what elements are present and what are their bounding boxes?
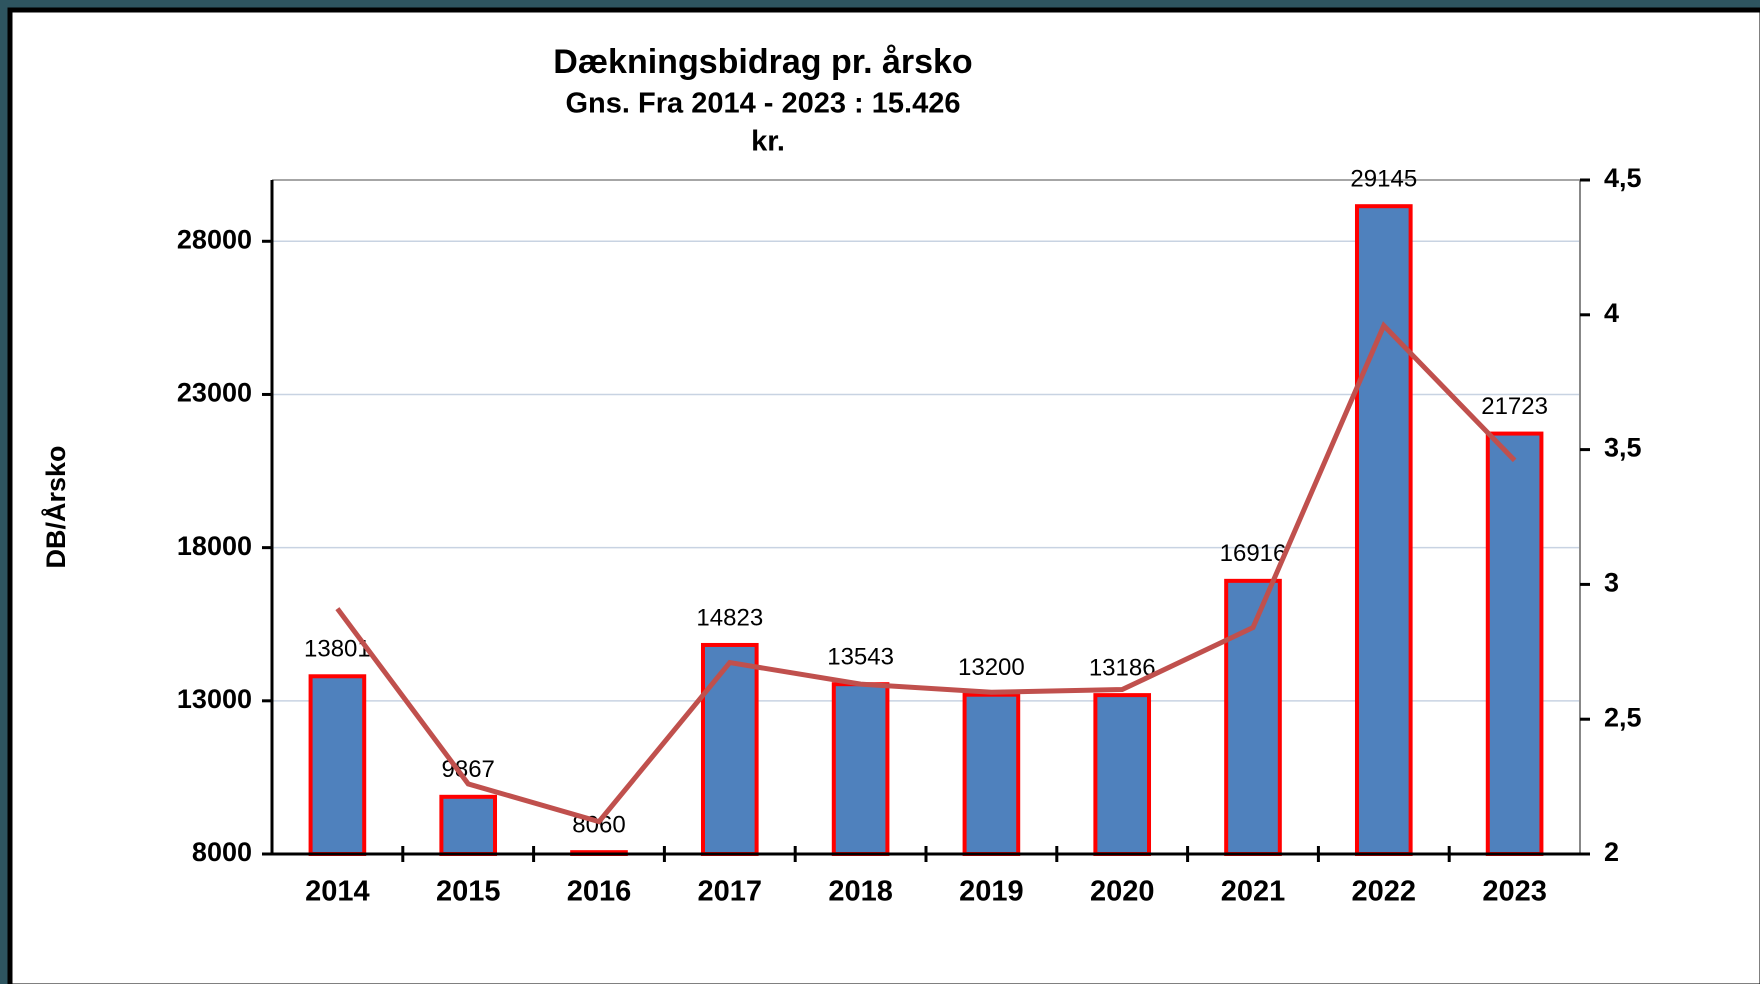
y-tick-label: 13000 [177,684,252,714]
y-axis-label: DB/Årsko [40,445,71,568]
x-tick-label: 2014 [305,876,370,908]
x-tick-label: 2017 [698,876,763,908]
data-label: 14823 [696,604,763,631]
x-tick-label: 2023 [1482,876,1547,908]
bar [700,642,759,856]
y-tick-label: 28000 [177,224,252,254]
bar [439,794,498,856]
y2-tick-label: 2 [1604,837,1619,867]
y2-tick-label: 3,5 [1604,433,1642,463]
chart-title: Dækningsbidrag pr. årsko [553,43,972,81]
data-label: 16916 [1220,540,1287,567]
x-tick-label: 2021 [1221,876,1286,908]
x-tick-label: 2022 [1352,876,1417,908]
bar [308,674,367,856]
line [335,321,1517,825]
y-tick-label: 8000 [192,837,252,867]
data-label: 13200 [958,654,1025,681]
y2-tick-label: 4 [1604,298,1619,328]
bar [962,692,1021,857]
y-tick-label: 18000 [177,531,252,561]
data-label: 21723 [1481,393,1548,420]
y2-tick-label: 2,5 [1604,702,1642,732]
bar [831,682,890,856]
y2-tick-label: 3 [1604,568,1619,598]
x-tick-label: 2020 [1090,876,1155,908]
x-tick-label: 2018 [828,876,893,908]
x-tick-label: 2015 [436,876,501,908]
x-tick-label: 2019 [959,876,1024,908]
y-tick-label: 23000 [177,378,252,408]
data-label: 13543 [827,644,894,671]
chart-subtitle: kr. [751,126,785,158]
bar [1354,204,1413,856]
chart-subtitle: Gns. Fra 2014 - 2023 : 15.426 [566,88,961,120]
bar [1093,693,1152,856]
y2-tick-label: 4,5 [1604,163,1642,193]
x-tick-label: 2016 [567,876,632,908]
data-label: 29145 [1350,166,1417,193]
bar [1485,431,1544,856]
